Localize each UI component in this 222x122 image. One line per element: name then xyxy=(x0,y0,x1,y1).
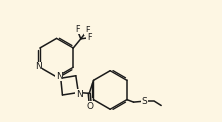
Text: F: F xyxy=(85,26,89,35)
Text: F: F xyxy=(75,25,80,34)
Text: N: N xyxy=(35,62,42,71)
Text: F: F xyxy=(87,33,91,42)
Text: O: O xyxy=(87,102,93,111)
Text: S: S xyxy=(142,97,147,106)
Text: N: N xyxy=(56,72,62,81)
Text: N: N xyxy=(76,90,83,99)
